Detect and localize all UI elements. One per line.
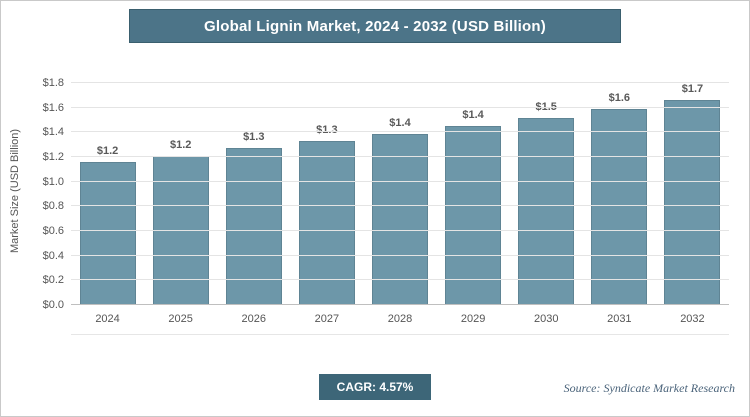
y-tick-label: $0.2 <box>42 274 64 287</box>
gridline <box>71 230 729 232</box>
chart-title: Global Lignin Market, 2024 - 2032 (USD B… <box>129 9 621 43</box>
x-tick-label: 2025 <box>168 313 193 325</box>
plot-area: $1.2 $1.2 $1.3 $1.3 $1.4 $1.4 $1.5 $1.6 $1.7 $0.… <box>43 77 729 311</box>
y-axis-title: Market Size (USD Billion) <box>9 128 21 254</box>
gridline <box>71 82 729 83</box>
bar-value-label: $1.7 <box>681 83 704 96</box>
bar <box>591 108 648 305</box>
gridline <box>71 279 729 281</box>
x-axis-labels: 2024 2025 2026 2027 2028 2029 2030 2031 2032 <box>71 305 729 335</box>
x-tick-label: 2026 <box>241 313 267 325</box>
bar-column: $1.6 <box>583 83 656 305</box>
gridline <box>71 205 729 207</box>
footer: CAGR: 4.57% Source: Syndicate Market Res… <box>1 374 749 400</box>
x-tick-label: 2024 <box>95 313 120 325</box>
x-tick-label: 2031 <box>607 313 632 325</box>
bar-value-label: $1.3 <box>243 131 265 144</box>
bar <box>664 100 721 305</box>
gridline <box>71 254 729 256</box>
gridline <box>71 106 729 108</box>
bar-value-label: $1.2 <box>96 144 119 157</box>
bar-column: $1.3 <box>290 83 363 305</box>
y-tick-label: $1.6 <box>42 101 64 114</box>
x-tick-label: 2028 <box>387 313 413 325</box>
bar <box>518 117 575 305</box>
bar-column: $1.4 <box>363 83 436 305</box>
chart-area: $1.2 $1.2 $1.3 $1.3 $1.4 $1.4 $1.5 $1.6 $1.7 $0.… <box>43 77 729 335</box>
x-tick-label: 2030 <box>533 313 559 325</box>
bar-value-label: $1.4 <box>462 109 484 122</box>
gridline <box>71 180 729 182</box>
bar <box>445 126 502 305</box>
gridline <box>71 131 729 133</box>
bar-value-label: $1.5 <box>535 100 557 113</box>
bar-value-label: $1.4 <box>389 116 411 129</box>
bar-value-label: $1.3 <box>316 123 338 136</box>
bar-column: $1.5 <box>510 83 583 305</box>
bar <box>298 140 355 305</box>
gridline <box>71 304 729 305</box>
y-tick-label: $1.2 <box>42 151 64 164</box>
bar-value-label: $1.6 <box>608 91 631 104</box>
y-tick-label: $1.8 <box>42 77 64 89</box>
bars-container: $1.2 $1.2 $1.3 $1.3 $1.4 $1.4 $1.5 $1.6 $1.7 <box>71 83 729 305</box>
bar-value-label: $1.2 <box>169 138 192 151</box>
y-tick-label: $1.0 <box>42 175 64 188</box>
y-tick-label: $0.8 <box>42 200 64 213</box>
gridline <box>71 156 729 158</box>
bar <box>225 148 282 305</box>
y-tick-label: $0.6 <box>42 225 64 238</box>
x-tick-label: 2029 <box>460 313 486 325</box>
bar-column: $1.2 <box>71 83 144 305</box>
bar <box>79 161 136 305</box>
bar-column: $1.4 <box>437 83 510 305</box>
y-tick-label: $0.4 <box>42 249 64 262</box>
y-tick-label: $0.0 <box>42 299 64 311</box>
bar-column: $1.3 <box>217 83 290 305</box>
source-credit: Source: Syndicate Market Research <box>563 381 735 395</box>
cagr-badge: CAGR: 4.57% <box>318 374 432 400</box>
x-tick-label: 2032 <box>680 313 705 325</box>
bar-column: $1.2 <box>144 83 217 305</box>
bar <box>371 133 428 305</box>
y-tick-label: $1.4 <box>42 126 64 139</box>
bar-column: $1.7 <box>656 83 729 305</box>
x-tick-label: 2027 <box>314 313 340 325</box>
